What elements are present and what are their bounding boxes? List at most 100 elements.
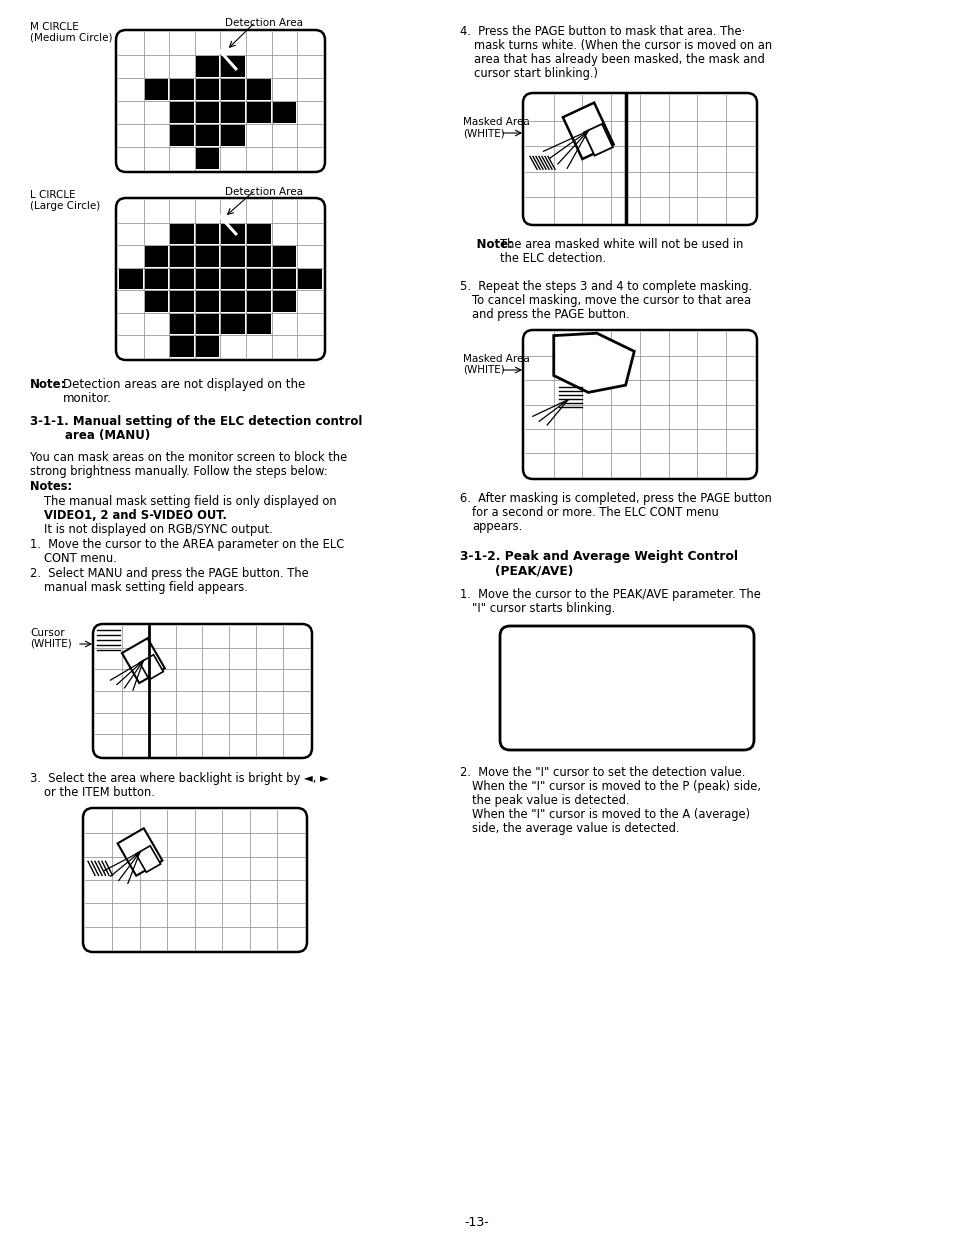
Bar [170, 269, 193, 289]
Bar [195, 148, 219, 169]
Text: (Large Circle): (Large Circle) [30, 201, 100, 211]
Text: CONT menu.: CONT menu. [44, 553, 116, 565]
Bar [221, 79, 245, 100]
Text: RET  END: RET END [517, 733, 578, 747]
Bar [145, 291, 168, 312]
Bar [247, 246, 271, 267]
Text: To cancel masking, move the cursor to that area: To cancel masking, move the cursor to th… [472, 294, 750, 307]
Text: for a second or more. The ELC CONT menu: for a second or more. The ELC CONT menu [472, 506, 718, 520]
Bar [247, 223, 271, 244]
Bar [195, 102, 219, 123]
Text: (PEAK/AVE): (PEAK/AVE) [495, 565, 573, 578]
Text: 3.  Select the area where backlight is bright by ◄, ►: 3. Select the area where backlight is br… [30, 772, 329, 785]
Bar [170, 337, 193, 357]
Text: When the "I" cursor is moved to the A (average): When the "I" cursor is moved to the A (a… [472, 808, 749, 821]
Polygon shape [562, 102, 613, 159]
Text: mask turns white. (When the cursor is moved on an: mask turns white. (When the cursor is mo… [474, 39, 771, 52]
Bar [273, 291, 296, 312]
Text: 2.  Select MANU and press the PAGE button. The: 2. Select MANU and press the PAGE button… [30, 566, 309, 580]
FancyBboxPatch shape [92, 624, 312, 758]
Polygon shape [553, 333, 634, 392]
Text: You can mask areas on the monitor screen to block the: You can mask areas on the monitor screen… [30, 450, 347, 464]
Bar [170, 291, 193, 312]
Text: monitor.: monitor. [63, 392, 112, 405]
Bar [195, 125, 219, 146]
Bar [298, 269, 322, 289]
Text: 3-1-2. Peak and Average Weight Control: 3-1-2. Peak and Average Weight Control [459, 550, 738, 563]
Bar [221, 246, 245, 267]
Bar [221, 56, 245, 77]
Text: Note:: Note: [30, 378, 67, 391]
Bar [195, 79, 219, 100]
Text: (WHITE): (WHITE) [462, 128, 504, 138]
Bar [195, 269, 219, 289]
Polygon shape [117, 828, 162, 876]
Text: Detection Area: Detection Area [224, 19, 302, 28]
Text: Detection Area: Detection Area [224, 188, 302, 197]
FancyBboxPatch shape [522, 329, 757, 479]
FancyBboxPatch shape [522, 93, 757, 225]
Text: and press the PAGE button.: and press the PAGE button. [472, 308, 629, 321]
Text: appears.: appears. [472, 520, 521, 533]
Bar [273, 102, 296, 123]
Text: 2.  Move the "I" cursor to set the detection value.: 2. Move the "I" cursor to set the detect… [459, 766, 744, 779]
Bar [247, 102, 271, 123]
Bar [273, 246, 296, 267]
Text: (WHITE): (WHITE) [462, 365, 504, 375]
FancyBboxPatch shape [83, 808, 307, 951]
Text: or the ITEM button.: or the ITEM button. [44, 786, 154, 798]
Text: M CIRCLE: M CIRCLE [30, 22, 79, 32]
Text: 1.  Move the cursor to the AREA parameter on the ELC: 1. Move the cursor to the AREA parameter… [30, 538, 344, 552]
Polygon shape [139, 655, 163, 680]
Text: 5.  Repeat the steps 3 and 4 to complete masking.: 5. Repeat the steps 3 and 4 to complete … [459, 280, 751, 292]
Text: When the "I" cursor is moved to the P (peak) side,: When the "I" cursor is moved to the P (p… [472, 780, 760, 793]
Text: side, the average value is detected.: side, the average value is detected. [472, 822, 679, 835]
Text: Masked Area: Masked Area [462, 117, 529, 127]
Bar [247, 79, 271, 100]
Bar [195, 56, 219, 77]
Text: The area masked white will not be used in: The area masked white will not be used i… [499, 238, 742, 251]
Bar [170, 246, 193, 267]
Bar [195, 291, 219, 312]
Text: 4.  Press the PAGE button to mask that area. The·: 4. Press the PAGE button to mask that ar… [459, 25, 744, 38]
Bar [119, 269, 143, 289]
Text: 6.  After masking is completed, press the PAGE button: 6. After masking is completed, press the… [459, 492, 771, 505]
Text: the ELC detection.: the ELC detection. [499, 252, 605, 265]
Text: (WHITE): (WHITE) [30, 639, 71, 649]
Text: area (MANU): area (MANU) [65, 429, 150, 442]
Text: Cursor: Cursor [30, 628, 65, 638]
Text: "I" cursor starts blinking.: "I" cursor starts blinking. [472, 602, 615, 615]
Bar [247, 269, 271, 289]
Bar [221, 269, 245, 289]
Text: 1.  Move the cursor to the PEAK/AVE parameter. The: 1. Move the cursor to the PEAK/AVE param… [459, 587, 760, 601]
Text: L CIRCLE: L CIRCLE [30, 190, 75, 200]
Text: VIDEO1, 2 and S-VIDEO OUT.: VIDEO1, 2 and S-VIDEO OUT. [44, 508, 227, 522]
Text: strong brightness manually. Follow the steps below:: strong brightness manually. Follow the s… [30, 465, 327, 479]
Text: manual mask setting field appears.: manual mask setting field appears. [44, 581, 248, 595]
Text: -13-: -13- [464, 1215, 489, 1229]
Bar [221, 102, 245, 123]
Bar [170, 223, 193, 244]
Text: ** ELC CONT **: ** ELC CONT ** [574, 642, 679, 655]
Bar [195, 223, 219, 244]
FancyBboxPatch shape [499, 626, 753, 750]
Bar [195, 246, 219, 267]
Text: PEAK/AVE    P...!I....A: PEAK/AVE P...!I....A [517, 686, 690, 698]
Bar [195, 337, 219, 357]
Bar [247, 291, 271, 312]
Text: Notes:: Notes: [30, 480, 72, 494]
Text: The manual mask setting field is only displayed on: The manual mask setting field is only di… [44, 495, 336, 507]
Text: (Medium Circle): (Medium Circle) [30, 33, 112, 43]
Polygon shape [135, 845, 160, 872]
Bar [170, 313, 193, 334]
Bar [195, 313, 219, 334]
Bar [221, 291, 245, 312]
Polygon shape [122, 638, 165, 684]
Bar [170, 125, 193, 146]
Bar [221, 223, 245, 244]
Bar [170, 79, 193, 100]
Text: area that has already been masked, the mask and: area that has already been masked, the m… [474, 53, 764, 65]
Text: Note:: Note: [459, 238, 513, 251]
Bar [273, 269, 296, 289]
Bar [145, 246, 168, 267]
